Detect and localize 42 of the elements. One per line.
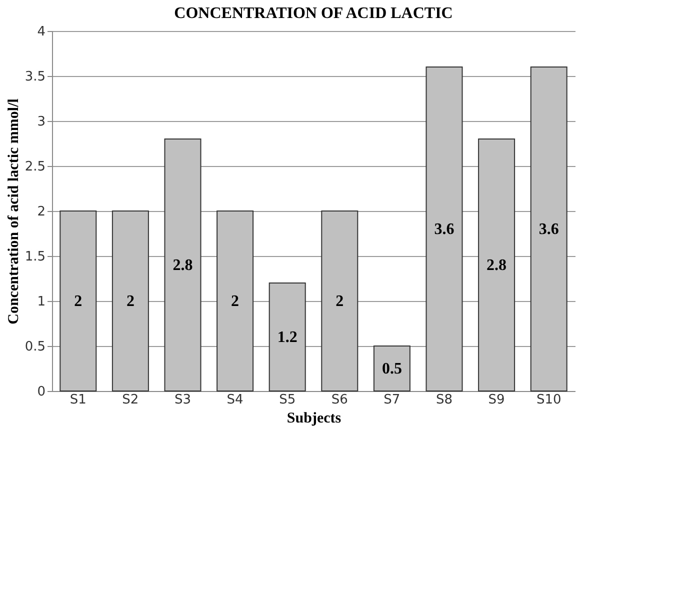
- bar: [60, 210, 97, 392]
- bar: [530, 66, 568, 392]
- y-tick-label: 1.5: [24, 250, 46, 264]
- data-label: 2: [126, 293, 134, 310]
- data-label: 2: [336, 293, 344, 310]
- bar: [112, 210, 149, 392]
- x-tick-label: S9: [488, 392, 505, 408]
- x-tick-label: S10: [536, 392, 562, 408]
- data-label: 2.8: [172, 257, 193, 274]
- data-label: 2: [74, 293, 82, 310]
- data-label: 0.5: [382, 360, 402, 378]
- x-tick-label: S2: [122, 392, 139, 408]
- bar: [426, 66, 463, 392]
- x-tick-label: S5: [279, 392, 296, 408]
- y-axis-title: Concentration of acid lactic mmol/l: [6, 98, 22, 324]
- bar: [478, 138, 516, 392]
- x-tick-label: S8: [436, 392, 453, 408]
- x-tick-label: S7: [384, 392, 400, 408]
- data-label: 3.6: [538, 221, 559, 238]
- bar: [268, 282, 306, 392]
- x-tick-label: S3: [174, 392, 192, 408]
- data-label: 3.6: [434, 221, 454, 238]
- data-label: 1.2: [277, 329, 298, 346]
- bar: [373, 346, 410, 392]
- y-tick-label: 2: [37, 204, 46, 220]
- y-tick-label: 3: [37, 114, 46, 130]
- x-tick-label: S1: [70, 392, 86, 408]
- y-tick-label: 0: [37, 384, 46, 400]
- y-tick-label: 3.5: [24, 70, 46, 84]
- data-label: 2: [231, 293, 240, 310]
- y-tick-label: 1: [37, 294, 46, 310]
- x-tick-label: S6: [331, 392, 348, 408]
- y-tick-label: 0.5: [24, 340, 46, 354]
- bar: [321, 210, 358, 392]
- x-axis-title: Subjects: [286, 410, 342, 426]
- y-tick-label: 4: [37, 24, 46, 40]
- chart-title: CONCENTRATION OF ACID LACTIC: [174, 5, 453, 22]
- bar: [164, 138, 202, 392]
- y-tick-label: 2.5: [24, 160, 46, 174]
- data-label: 2.8: [486, 257, 507, 274]
- bar: [216, 210, 254, 392]
- x-tick-label: S4: [226, 392, 244, 408]
